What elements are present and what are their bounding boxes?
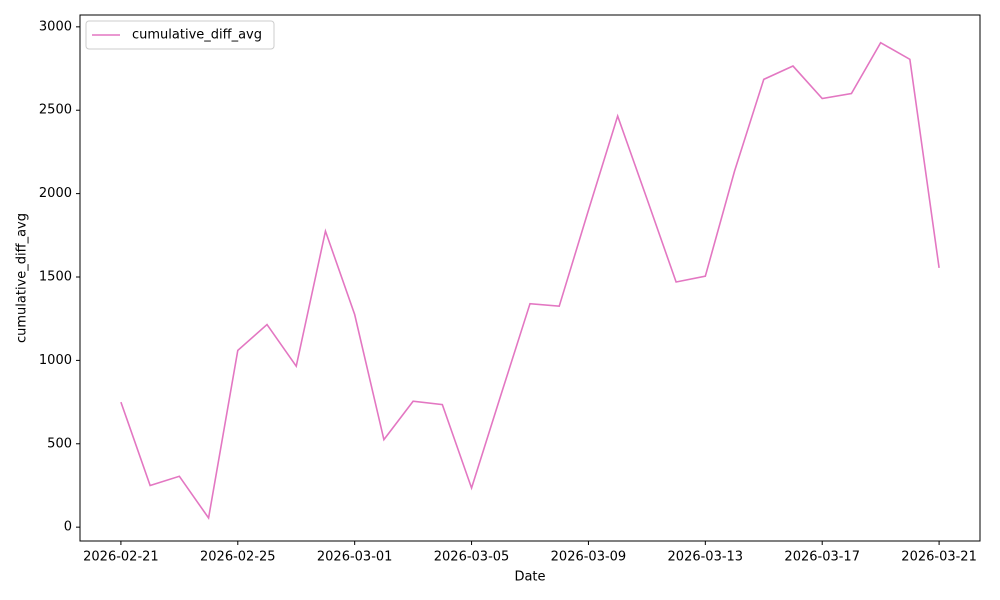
y-tick-label: 1000 [39, 353, 72, 368]
plot-frame [79, 14, 981, 542]
x-tick-label: 2026-03-05 [434, 550, 510, 565]
legend-label: cumulative_diff_avg [132, 28, 262, 43]
x-tick-label: 2026-02-21 [83, 550, 159, 565]
x-tick-label: 2026-03-01 [317, 550, 393, 565]
x-tick-label: 2026-03-17 [784, 550, 860, 565]
x-axis-label: Date [514, 570, 545, 585]
x-tick-label: 2026-03-13 [668, 550, 744, 565]
legend-box [85, 20, 275, 50]
y-axis-label: cumulative_diff_avg [15, 213, 30, 343]
y-tick-label: 1500 [39, 269, 72, 284]
line [120, 41, 940, 521]
y-tick-label: 0 [64, 520, 72, 535]
x-tick-label: 2026-02-25 [200, 550, 276, 565]
y-tick-label: 2500 [39, 103, 72, 118]
y-tick-label: 3000 [39, 19, 72, 34]
y-tick-label: 2000 [39, 186, 72, 201]
y-tick-label: 500 [47, 436, 72, 451]
x-tick-label: 2026-03-09 [551, 550, 627, 565]
x-tick-label: 2026-03-21 [901, 550, 977, 565]
